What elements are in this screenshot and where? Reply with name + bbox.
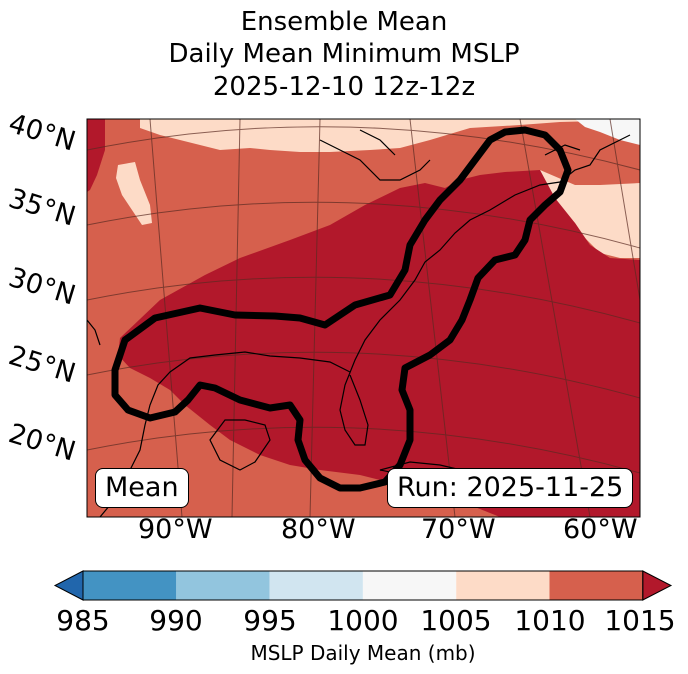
colorbar-above-arrow [642,570,673,601]
colorbar-tick-1015: 1015 [604,604,676,637]
mean-label-box: Mean [95,468,189,508]
colorbar-tick-1005: 1005 [420,604,492,637]
colorbar-tick-1010: 1010 [514,604,586,637]
colorbar-1010-1015 [549,571,643,600]
colorbar-below-arrow [53,570,84,601]
colorbar-tick-1000: 1000 [327,604,399,637]
colorbar-tick-995: 995 [243,604,297,637]
lon-label-90w: 90°W [138,514,213,545]
colorbar-tick-990: 990 [149,604,203,637]
lon-label-70w: 70°W [421,514,496,545]
field-1005-1010-north [140,119,640,152]
title-line-1: Ensemble Mean [240,7,448,37]
colorbar-tick-985: 985 [56,604,110,637]
colorbar-label: MSLP Daily Mean (mb) [250,641,476,665]
colorbar-1000-1005 [362,571,457,600]
lon-label-80w: 80°W [281,514,356,545]
mslp-contour [111,126,572,492]
field-1005-1010-inland [116,162,152,225]
colorbar-995-1000 [269,571,363,600]
lon-label-60w: 60°W [563,514,638,545]
colorbar-1005-1010 [456,571,550,600]
colorbar-990-995 [176,571,270,600]
colorbar-985-990 [83,571,177,600]
title-line-3: 2025-12-10 12z-12z [212,72,476,102]
run-date-box: Run: 2025-11-25 [387,468,634,508]
field-above-1015-nw [87,119,105,192]
title-line-2: Daily Mean Minimum MSLP [168,39,520,69]
field-1005-1010-northeast [540,170,640,258]
